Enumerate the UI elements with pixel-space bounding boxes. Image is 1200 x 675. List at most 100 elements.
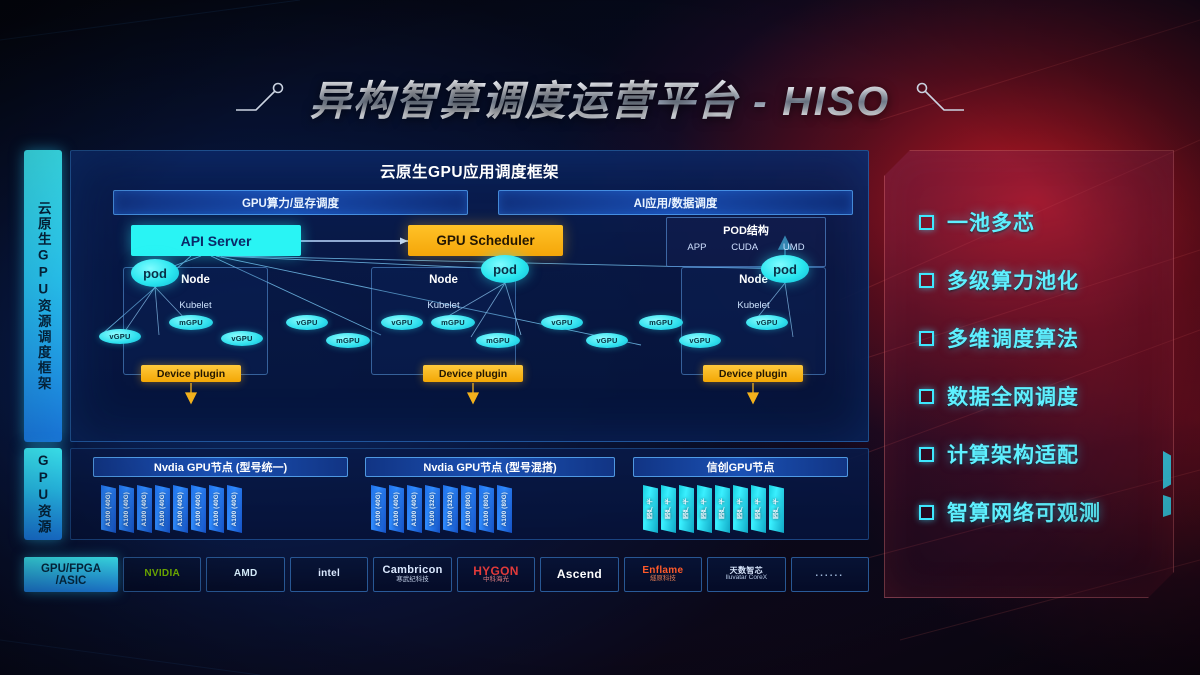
gpu-card[interactable]: A100 (40G) bbox=[101, 485, 116, 533]
gpu-scheduler-node[interactable]: GPU Scheduler bbox=[408, 225, 563, 256]
gpu-card-label: 国产 卡 bbox=[647, 498, 654, 520]
gpu-card[interactable]: 国产 卡 bbox=[661, 485, 676, 533]
vendor-logo-cell[interactable]: intel bbox=[289, 557, 369, 592]
gpu-group-header-1[interactable]: Nvdia GPU节点 (型号统一) bbox=[93, 457, 348, 477]
gpu-card[interactable]: A100 (40G) bbox=[389, 485, 404, 533]
highlight-item-2[interactable]: 多级算力池化 bbox=[919, 251, 1169, 309]
gpu-card-label: 国产 卡 bbox=[755, 498, 762, 520]
gpu-chip[interactable]: vGPU bbox=[541, 315, 583, 330]
device-plugin-1[interactable]: Device plugin bbox=[141, 365, 241, 382]
pod-ellipse-3[interactable]: pod bbox=[761, 255, 809, 283]
title-left-decoration bbox=[235, 82, 283, 111]
kubelet-label: Kubelet bbox=[179, 300, 212, 311]
rail-label-framework-text: 云原生GPU资源调度框架 bbox=[35, 200, 51, 392]
pod-ellipse-2[interactable]: pod bbox=[481, 255, 529, 283]
gpu-group-header-3[interactable]: 信创GPU节点 bbox=[633, 457, 848, 477]
highlight-item-6[interactable]: 智算网络可观测 bbox=[919, 483, 1169, 541]
gpu-card-label: V100 (32G) bbox=[447, 492, 454, 526]
vendor-name: NVIDIA bbox=[144, 568, 181, 580]
gpu-card-row-3: 国产 卡 国产 卡 国产 卡 国产 卡 国产 卡 国产 卡 国产 卡 国产 卡 bbox=[643, 485, 784, 533]
checkbox-square-icon bbox=[919, 505, 934, 520]
gpu-card[interactable]: A100 (40G) bbox=[209, 485, 224, 533]
kubelet-label: Kubelet bbox=[427, 300, 460, 311]
gpu-card-label: A100 (80G) bbox=[483, 491, 490, 527]
gpu-chip[interactable]: vGPU bbox=[286, 315, 328, 330]
gpu-card-label: 国产 卡 bbox=[665, 498, 672, 520]
highlight-label: 数据全网调度 bbox=[947, 386, 1079, 409]
gpu-card[interactable]: A100 (80G) bbox=[479, 485, 494, 533]
gpu-chip[interactable]: vGPU bbox=[221, 331, 263, 346]
vendor-logo-cell[interactable]: HYGON 中科海光 bbox=[456, 557, 536, 592]
gpu-card-label: A100 (80G) bbox=[501, 491, 508, 527]
gpu-chip[interactable]: mGPU bbox=[639, 315, 683, 330]
gpu-chip[interactable]: vGPU bbox=[746, 315, 788, 330]
gpu-card[interactable]: A100 (80G) bbox=[497, 485, 512, 533]
vendor-logo-cell[interactable]: Cambricon 寒武纪科技 bbox=[373, 557, 452, 592]
highlight-label: 多级算力池化 bbox=[947, 270, 1079, 293]
gpu-card[interactable]: A100 (40G) bbox=[173, 485, 188, 533]
device-plugin-3[interactable]: Device plugin bbox=[703, 365, 803, 382]
gpu-card[interactable]: A100 (80G) bbox=[461, 485, 476, 533]
gpu-chip[interactable]: vGPU bbox=[586, 333, 628, 348]
gpu-group-header-2[interactable]: Nvdia GPU节点 (型号混搭) bbox=[365, 457, 615, 477]
kubelet-label: Kubelet bbox=[737, 300, 770, 311]
gpu-card[interactable]: A100 (40G) bbox=[227, 485, 242, 533]
gpu-chip[interactable]: mGPU bbox=[431, 315, 475, 330]
vendor-logo-cell[interactable]: 天数智芯 Iluvatar CoreX bbox=[707, 557, 786, 592]
highlight-label: 计算架构适配 bbox=[947, 444, 1079, 467]
gpu-card[interactable]: 国产 卡 bbox=[751, 485, 766, 533]
gpu-card[interactable]: V100 (32G) bbox=[425, 485, 440, 533]
gpu-card-label: A100 (40G) bbox=[213, 491, 220, 527]
gpu-chip[interactable]: vGPU bbox=[679, 333, 721, 348]
highlight-label: 多维调度算法 bbox=[947, 328, 1079, 351]
vendor-logo: NVIDIA bbox=[144, 569, 180, 580]
vendor-logo-cell[interactable]: Ascend bbox=[540, 557, 619, 592]
gpu-chip[interactable]: vGPU bbox=[381, 315, 423, 330]
gpu-chip[interactable]: vGPU bbox=[99, 329, 141, 344]
vendor-logo: intel bbox=[318, 569, 340, 580]
highlight-item-1[interactable]: 一池多芯 bbox=[919, 193, 1169, 251]
vendor-logo-cell[interactable]: NVIDIA bbox=[123, 557, 202, 592]
gpu-card-label: A100 (40G) bbox=[105, 491, 112, 527]
api-server-node[interactable]: API Server bbox=[131, 225, 301, 256]
gpu-chip[interactable]: mGPU bbox=[169, 315, 213, 330]
gpu-card[interactable]: A100 (40G) bbox=[407, 485, 422, 533]
highlight-item-4[interactable]: 数据全网调度 bbox=[919, 367, 1169, 425]
pod-layer-app: APP bbox=[687, 242, 707, 253]
gpu-chip[interactable]: mGPU bbox=[326, 333, 370, 348]
top-bar-compute-scheduling[interactable]: GPU算力/显存调度 bbox=[113, 190, 468, 215]
vendor-logo-cell[interactable]: ...... bbox=[790, 557, 869, 592]
vendor-subname: 燧原科技 bbox=[649, 575, 676, 583]
gpu-card-label: A100 (40G) bbox=[375, 491, 382, 527]
vendor-subname: 寒武纪科技 bbox=[396, 575, 429, 583]
device-plugin-2[interactable]: Device plugin bbox=[423, 365, 523, 382]
gpu-card-label: A100 (40G) bbox=[159, 491, 166, 527]
gpu-card[interactable]: A100 (40G) bbox=[371, 485, 386, 533]
gpu-card[interactable]: A100 (40G) bbox=[191, 485, 206, 533]
gpu-card[interactable]: A100 (40G) bbox=[119, 485, 134, 533]
gpu-card[interactable]: V100 (32G) bbox=[443, 485, 458, 533]
gpu-card[interactable]: 国产 卡 bbox=[715, 485, 730, 533]
gpu-resource-band: Nvdia GPU节点 (型号统一) Nvdia GPU节点 (型号混搭) 信创… bbox=[70, 448, 869, 540]
gpu-card[interactable]: 国产 卡 bbox=[733, 485, 748, 533]
panel-decor-bar-2 bbox=[1163, 495, 1171, 517]
gpu-card-label: 国产 卡 bbox=[773, 498, 780, 520]
vendor-logo-cell[interactable]: AMD bbox=[206, 557, 285, 592]
highlight-item-5[interactable]: 计算架构适配 bbox=[919, 425, 1169, 483]
gpu-card[interactable]: 国产 卡 bbox=[769, 485, 784, 533]
highlight-label: 智算网络可观测 bbox=[947, 502, 1101, 525]
gpu-card[interactable]: 国产 卡 bbox=[697, 485, 712, 533]
vendor-logo-cell[interactable]: Enflame 燧原科技 bbox=[623, 557, 703, 592]
gpu-card[interactable]: 国产 卡 bbox=[643, 485, 658, 533]
gpu-card-row-2: A100 (40G) A100 (40G) A100 (40G) V100 (32G)… bbox=[371, 485, 512, 533]
gpu-card-label: 国产 卡 bbox=[683, 498, 690, 520]
gpu-card[interactable]: A100 (40G) bbox=[137, 485, 152, 533]
gpu-card[interactable]: 国产 卡 bbox=[679, 485, 694, 533]
highlight-item-3[interactable]: 多维调度算法 bbox=[919, 309, 1169, 367]
gpu-card-label: A100 (40G) bbox=[141, 491, 148, 527]
gpu-chip[interactable]: mGPU bbox=[476, 333, 520, 348]
top-bar-ai-data-scheduling[interactable]: AI应用/数据调度 bbox=[498, 190, 853, 215]
gpu-card[interactable]: A100 (40G) bbox=[155, 485, 170, 533]
title-right-decoration bbox=[917, 82, 965, 111]
pod-ellipse-1[interactable]: pod bbox=[131, 259, 179, 287]
